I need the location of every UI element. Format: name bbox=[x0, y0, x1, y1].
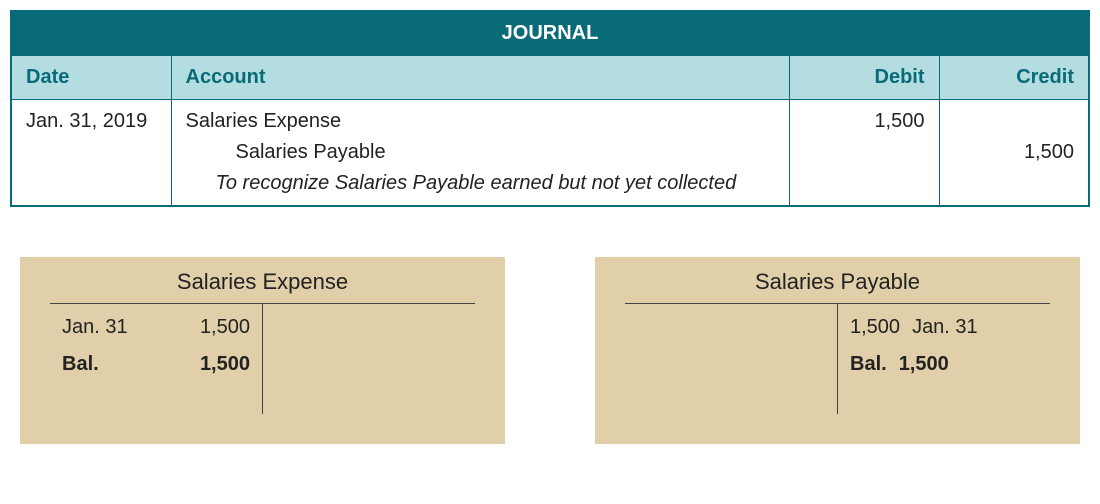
journal-entry-line-2: Salaries Payable 1,500 bbox=[11, 137, 1089, 168]
t-account-debit-entry: Jan. 31 1,500 bbox=[54, 312, 258, 343]
entry-debit-1: 1,500 bbox=[789, 100, 939, 138]
journal-entry-memo-row: To recognize Salaries Payable earned but… bbox=[11, 168, 1089, 206]
entry-date: Jan. 31, 2019 bbox=[11, 100, 171, 138]
t-account-body-expense: Jan. 31 1,500 Bal. 1,500 bbox=[50, 303, 475, 414]
entry-credit-1 bbox=[939, 100, 1089, 138]
balance-label-payable: Bal. bbox=[850, 353, 887, 376]
t-account-title-expense: Salaries Expense bbox=[50, 269, 475, 303]
entry-credit-2: 1,500 bbox=[939, 137, 1089, 168]
entry-account-1: Salaries Expense bbox=[171, 100, 789, 138]
balance-amount: 1,500 bbox=[200, 353, 250, 376]
credit-amount: 1,500 bbox=[850, 316, 900, 339]
balance-amount-payable: 1,500 bbox=[899, 353, 949, 376]
entry-account-2: Salaries Payable bbox=[171, 137, 789, 168]
t-account-body-payable: 1,500 Jan. 31 Bal. 1,500 bbox=[625, 303, 1050, 414]
t-account-title-payable: Salaries Payable bbox=[625, 269, 1050, 303]
entry-date-blank bbox=[11, 137, 171, 168]
t-account-balance-payable: Bal. 1,500 bbox=[842, 343, 1046, 380]
memo-date-blank bbox=[11, 168, 171, 206]
t-account-credit-side-expense bbox=[263, 304, 475, 414]
t-account-salaries-payable: Salaries Payable 1,500 Jan. 31 Bal. 1,50… bbox=[595, 257, 1080, 444]
t-account-debit-side-payable bbox=[625, 304, 838, 414]
memo-debit-blank bbox=[789, 168, 939, 206]
entry-memo: To recognize Salaries Payable earned but… bbox=[171, 168, 789, 206]
t-accounts-container: Salaries Expense Jan. 31 1,500 Bal. 1,50… bbox=[10, 257, 1090, 444]
credit-date: Jan. 31 bbox=[912, 316, 978, 339]
t-account-salaries-expense: Salaries Expense Jan. 31 1,500 Bal. 1,50… bbox=[20, 257, 505, 444]
header-credit: Credit bbox=[939, 56, 1089, 100]
header-debit: Debit bbox=[789, 56, 939, 100]
memo-credit-blank bbox=[939, 168, 1089, 206]
t-account-debit-side-expense: Jan. 31 1,500 Bal. 1,500 bbox=[50, 304, 263, 414]
t-account-credit-side-payable: 1,500 Jan. 31 Bal. 1,500 bbox=[838, 304, 1050, 414]
journal-entry-line-1: Jan. 31, 2019 Salaries Expense 1,500 bbox=[11, 100, 1089, 138]
t-account-balance-expense: Bal. 1,500 bbox=[54, 343, 258, 380]
entry-debit-2 bbox=[789, 137, 939, 168]
debit-date: Jan. 31 bbox=[62, 316, 128, 339]
header-date: Date bbox=[11, 56, 171, 100]
t-account-credit-entry: 1,500 Jan. 31 bbox=[842, 312, 1046, 343]
journal-table: JOURNAL Date Account Debit Credit Jan. 3… bbox=[10, 10, 1090, 207]
debit-amount: 1,500 bbox=[200, 316, 250, 339]
balance-label: Bal. bbox=[62, 353, 99, 376]
journal-title: JOURNAL bbox=[11, 11, 1089, 56]
header-account: Account bbox=[171, 56, 789, 100]
